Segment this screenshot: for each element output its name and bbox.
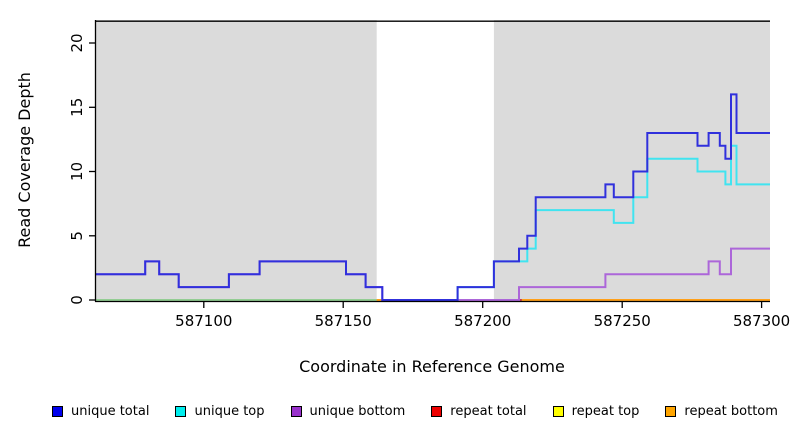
legend-label-unique-total: unique total <box>71 403 150 419</box>
y-tick-label: 15 <box>68 98 86 117</box>
x-tick-label: 587200 <box>454 312 511 330</box>
x-axis-title: Coordinate in Reference Genome <box>299 357 565 376</box>
y-tick-label: 10 <box>68 162 86 181</box>
legend-label-unique-bottom: unique bottom <box>309 403 406 419</box>
x-tick-label: 587250 <box>594 312 651 330</box>
x-tick-label: 587150 <box>315 312 372 330</box>
y-tick-label: 5 <box>68 231 86 241</box>
legend-swatch-unique-bottom <box>290 405 302 417</box>
x-tick-label: 587300 <box>733 312 790 330</box>
y-tick-label: 0 <box>68 295 86 305</box>
legend-swatch-repeat-total <box>431 405 443 417</box>
legend-item-unique-total: unique total <box>52 404 149 419</box>
legend-item-unique-bottom: unique bottom <box>290 403 406 419</box>
legend-item-repeat-top: repeat top <box>552 403 640 419</box>
shaded-region <box>493 20 770 301</box>
legend-label-repeat-top: repeat top <box>571 403 640 419</box>
legend-label-repeat-bottom: repeat bottom <box>684 403 778 419</box>
series-line-unique-total <box>95 93 770 301</box>
legend-swatch-repeat-bottom <box>665 405 677 417</box>
legend-item-repeat-bottom: repeat bottom <box>665 404 778 419</box>
legend-item-repeat-total: repeat total <box>431 403 527 419</box>
legend-swatch-repeat-top <box>552 405 564 417</box>
x-tick-label: 587100 <box>175 312 232 330</box>
legend: unique total unique top unique bottom repea… <box>0 399 792 423</box>
legend-label-repeat-total: repeat total <box>450 403 527 419</box>
legend-item-unique-top: unique top <box>175 403 265 419</box>
y-tick-label: 20 <box>68 33 86 52</box>
legend-label-unique-top: unique top <box>194 403 265 419</box>
legend-swatch-unique-top <box>175 405 187 417</box>
plot-layers: 587100 587150 587200 587250 587300 0 5 10 15 20 <box>68 20 790 330</box>
legend-swatch-unique-total <box>52 405 63 417</box>
y-axis-title: Read Coverage Depth <box>15 72 34 248</box>
shaded-region <box>95 20 377 301</box>
